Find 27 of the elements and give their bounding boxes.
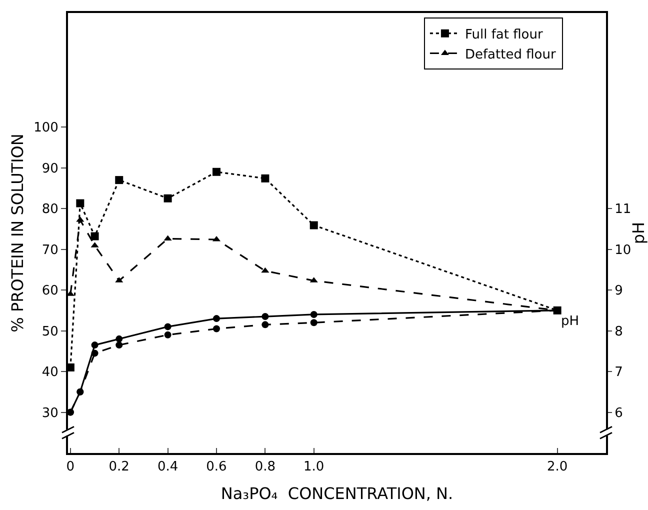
legend-label: Defatted flour bbox=[464, 47, 556, 62]
y2-tick-label: 7 bbox=[614, 365, 623, 380]
annotation: pH bbox=[561, 314, 580, 329]
y2-tick-label: 6 bbox=[614, 406, 623, 421]
y2-tick-label: 8 bbox=[614, 324, 623, 340]
y2-axis-title: pH bbox=[629, 222, 648, 244]
x-tick-label: 0.4 bbox=[157, 460, 178, 475]
x-tick-label: 0.2 bbox=[108, 460, 130, 475]
x-tick-label: 0.6 bbox=[206, 460, 227, 475]
y-tick-label: 30 bbox=[42, 406, 58, 421]
x-tick-label: 2.0 bbox=[546, 460, 568, 475]
x-tick-label: 0.8 bbox=[254, 460, 276, 475]
y2-tick-label: 9 bbox=[614, 284, 623, 299]
x-axis-title: Na₃PO₄ CONCENTRATION, N. bbox=[220, 484, 454, 503]
y-tick-label: 50 bbox=[42, 324, 58, 340]
x-tick-label: 1.0 bbox=[304, 460, 324, 475]
y2-tick-label: 10 bbox=[614, 242, 632, 258]
y-tick-label: 100 bbox=[34, 120, 58, 136]
y2-tick-label: 11 bbox=[614, 202, 632, 218]
y-tick-label: 80 bbox=[42, 202, 58, 218]
y-tick-label: 70 bbox=[42, 242, 58, 258]
x-tick-label: 0 bbox=[66, 460, 75, 475]
legend-label: Full fat flour bbox=[464, 27, 544, 42]
y-axis-title: % PROTEIN IN SOLUTION bbox=[8, 134, 27, 332]
y-tick-label: 60 bbox=[42, 284, 58, 299]
y-tick-label: 90 bbox=[42, 161, 58, 176]
y-tick-label: 40 bbox=[42, 365, 58, 380]
